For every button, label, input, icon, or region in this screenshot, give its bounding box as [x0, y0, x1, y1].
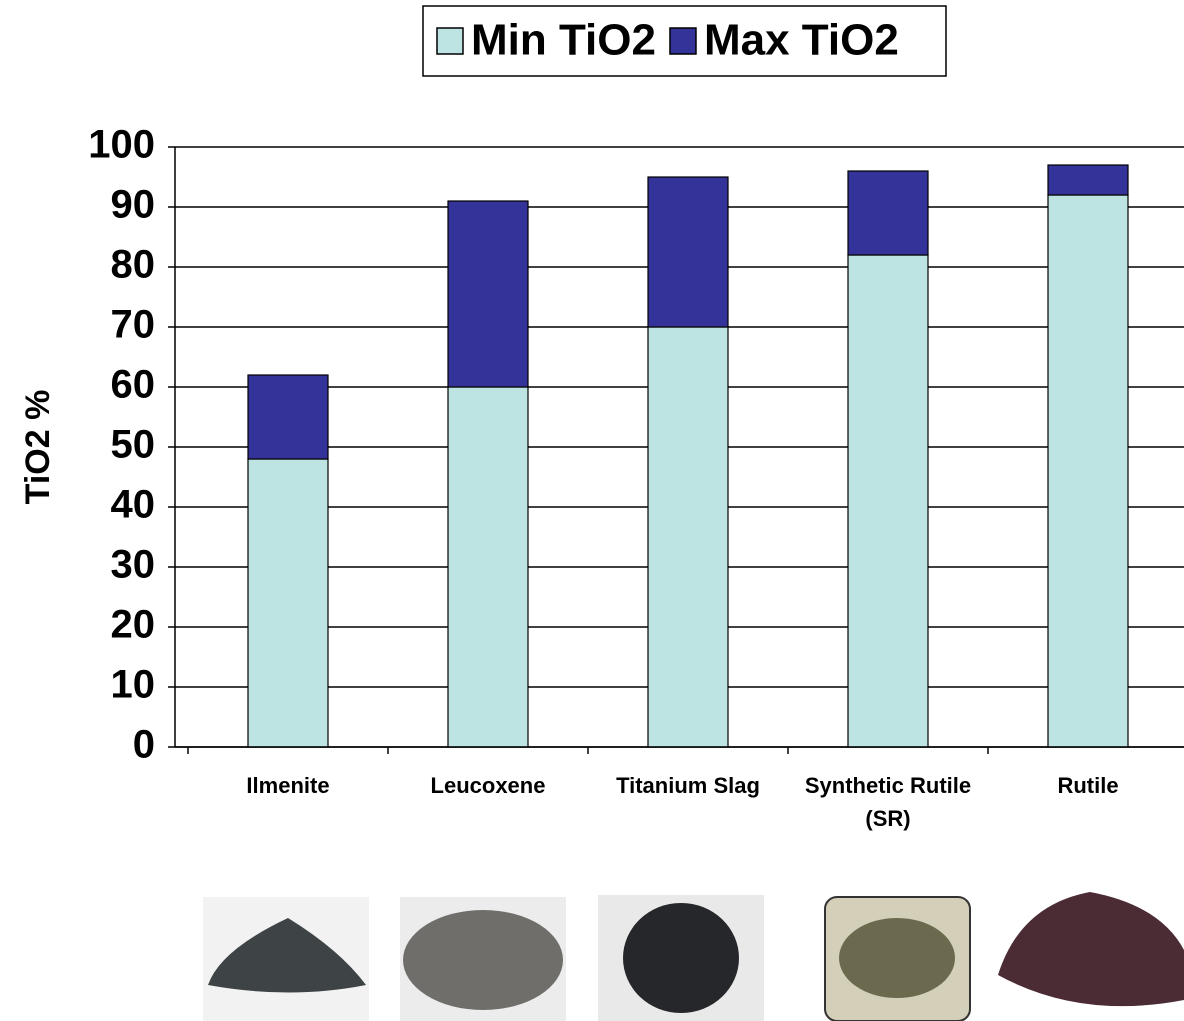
bar-segment	[848, 171, 928, 255]
y-tick-label: 80	[111, 243, 156, 287]
y-tick-label: 30	[111, 543, 156, 587]
x-tick-label-line: Synthetic Rutile	[805, 773, 971, 798]
bar-segment	[648, 177, 728, 327]
y-tick-label: 90	[111, 183, 156, 227]
x-tick-label: Synthetic Rutile (SR)	[805, 773, 971, 831]
bar-segment	[1048, 165, 1128, 195]
x-tick-label: Leucoxene	[431, 773, 546, 798]
legend-swatch	[670, 28, 696, 54]
sr-pile	[839, 918, 955, 998]
plot: 0 10 20 30 40 50 60 70 80 90 100 Ilmenite Leucoxene T…	[88, 123, 1184, 831]
y-tick-label: 60	[111, 363, 156, 407]
y-tick-label: 70	[111, 303, 156, 347]
x-tick-label: Ilmenite	[246, 773, 329, 798]
legend-swatch	[437, 28, 463, 54]
y-tick-label: 50	[111, 423, 156, 467]
bar-segment	[248, 375, 328, 459]
sample-photos	[203, 892, 1184, 1021]
y-tick-label: 20	[111, 603, 156, 647]
y-tick-label: 10	[111, 663, 156, 707]
bar-segment	[448, 387, 528, 747]
bar-segment	[248, 459, 328, 747]
rutile-pile	[998, 892, 1184, 1006]
chart: Min TiO2 Max TiO2 TiO2 % 0 10 20 30 40 50 60 70 8…	[0, 0, 1184, 1021]
bar-segment	[1048, 195, 1128, 747]
bar-segment	[848, 255, 928, 747]
bar-segment	[648, 327, 728, 747]
leucoxene-pile	[403, 910, 563, 1010]
bar-segment	[448, 201, 528, 387]
y-tick-label: 100	[88, 123, 155, 167]
x-tick-label: Rutile	[1057, 773, 1118, 798]
legend-label: Max TiO2	[704, 16, 899, 65]
slag-pile	[623, 903, 739, 1013]
legend-label: Min TiO2	[471, 16, 656, 65]
y-axis-label: TiO2 %	[19, 390, 57, 505]
y-tick-label: 40	[111, 483, 156, 527]
x-tick-label: Titanium Slag	[616, 773, 760, 798]
y-tick-label: 0	[133, 723, 155, 767]
x-tick-label-line: (SR)	[865, 806, 910, 831]
